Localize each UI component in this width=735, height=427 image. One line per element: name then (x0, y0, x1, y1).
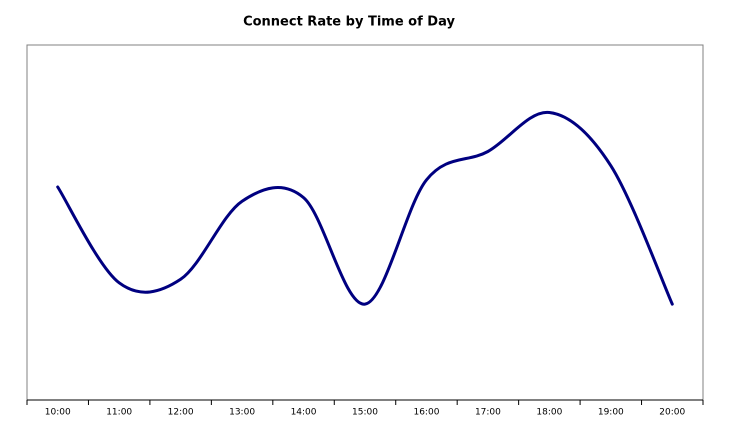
line-series (56, 110, 674, 306)
x-tick-label: 14:00 (291, 408, 317, 418)
x-tick-label: 19:00 (598, 408, 624, 418)
x-tick-label: 18:00 (536, 408, 562, 418)
x-tick-label: 16:00 (413, 408, 439, 418)
x-tick-label: 17:00 (475, 408, 501, 418)
x-tick-label: 20:00 (659, 408, 685, 418)
x-tick-label: 15:00 (352, 408, 378, 418)
x-tick-label: 11:00 (106, 408, 132, 418)
x-tick-label: 13:00 (229, 408, 255, 418)
x-tick-label: 10:00 (45, 408, 71, 418)
x-tick-label: 12:00 (168, 408, 194, 418)
chart-title: Connect Rate by Time of Day (243, 15, 455, 30)
